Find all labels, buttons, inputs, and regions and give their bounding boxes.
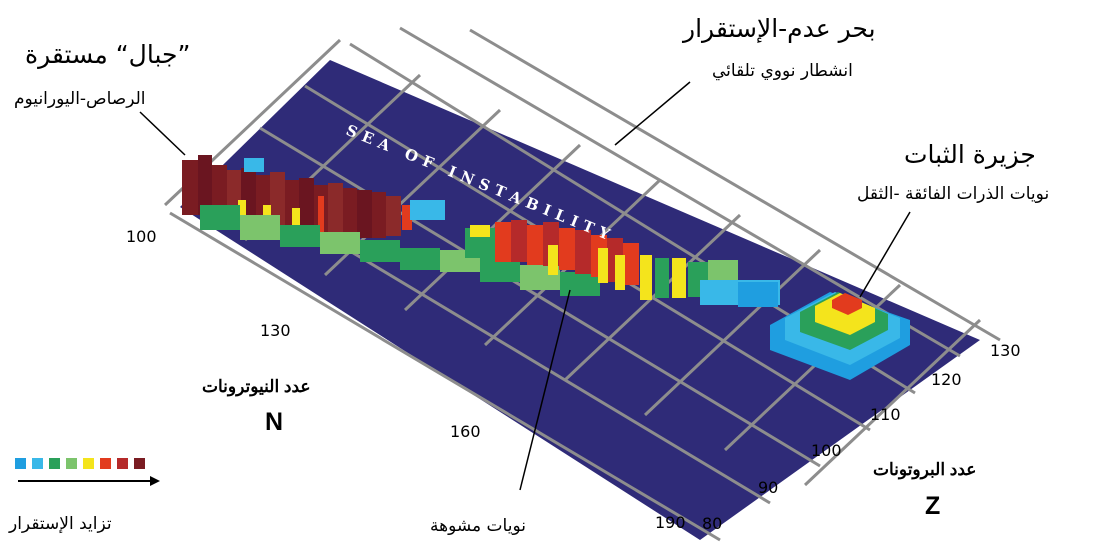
leader-lines: [139, 81, 911, 491]
sea-subtitle: انشطار نووي تلقائي: [712, 61, 853, 81]
deformed-label: نويات مشوهة: [430, 516, 526, 536]
legend-swatch: [15, 458, 26, 469]
island-subtitle: نويات الذرات الفائقة -الثقل: [857, 184, 1050, 204]
neutron-tick-160: 160: [450, 422, 481, 441]
legend-swatch: [100, 458, 111, 469]
neutron-axis-symbol: N: [265, 408, 284, 436]
legend-arrowhead: [150, 476, 160, 486]
nuclide-chain: [182, 155, 910, 380]
board: [180, 60, 980, 540]
proton-tick-120: 120: [931, 370, 962, 389]
proton-tick-110: 110: [870, 405, 901, 424]
legend-swatch: [49, 458, 60, 469]
proton-tick-100: 100: [811, 441, 842, 460]
neutron-axis-title: عدد النيوترونات: [202, 377, 311, 396]
legend-swatch: [117, 458, 128, 469]
legend-caption: تزايد الإستقرار: [9, 514, 112, 534]
proton-tick-90: 90: [758, 478, 779, 497]
mountains-title: ”جبال“ مستقرة: [25, 40, 191, 69]
proton-axis-title: عدد البروتونات: [873, 460, 977, 479]
neutron-tick-100: 100: [126, 227, 157, 246]
legend-swatch: [66, 458, 77, 469]
neutron-tick-190: 190: [655, 513, 686, 532]
legend-swatch: [134, 458, 145, 469]
proton-tick-80: 80: [702, 514, 723, 533]
neutron-tick-130: 130: [260, 321, 291, 340]
legend-swatch: [83, 458, 94, 469]
island-title: جزيرة الثبات: [904, 140, 1036, 169]
mountains-subtitle: الرصاص-اليورانيوم: [14, 89, 146, 109]
legend-swatch: [32, 458, 43, 469]
proton-tick-130: 130: [990, 341, 1021, 360]
proton-axis-symbol: Z: [925, 492, 941, 520]
sea-title: بحر عدم-الإستقرار: [683, 14, 876, 43]
stability-legend: [15, 458, 165, 472]
